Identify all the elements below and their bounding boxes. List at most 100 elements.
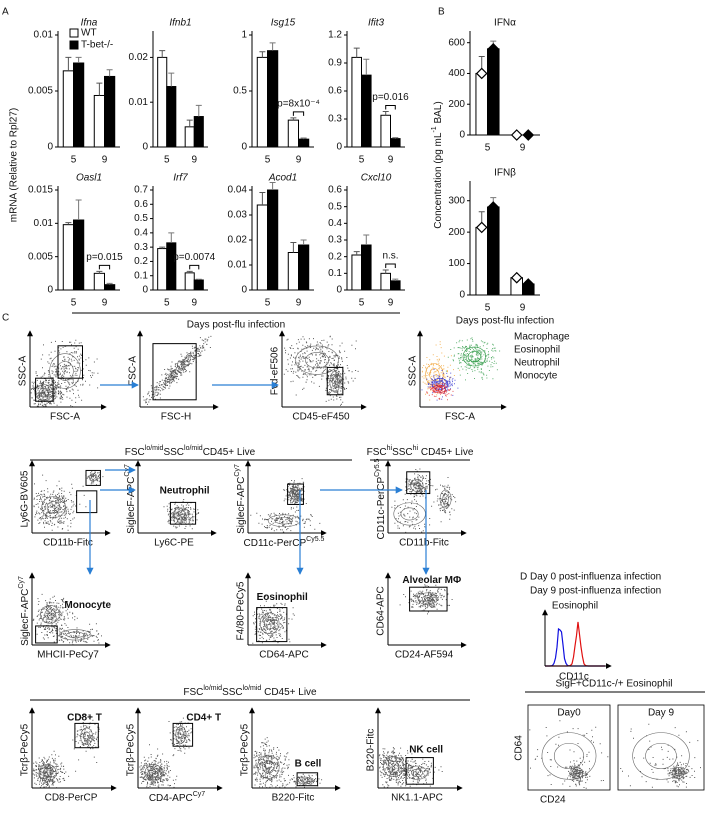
bar [380,272,391,291]
y-axis-title: Tcrβ-PeCy5 [20,723,31,776]
chart-title: Ifna [81,18,98,29]
y-axis-title: SSC-A [18,355,29,386]
bar [287,252,299,291]
y-tick-label: 0.4 [328,218,342,229]
population-label: Eosinophil [514,345,560,356]
contour [297,776,313,785]
contour [387,760,400,773]
x-axis-title: CD4-APCCy7 [149,791,205,804]
contour [573,769,581,777]
marker [522,278,535,290]
error-bar [300,137,307,140]
flow-events [72,714,100,763]
gate-label: Neutrophil [160,485,210,496]
bar [184,126,195,148]
bar [256,204,268,291]
gate [35,377,54,402]
chart-title: Ifit3 [368,18,385,29]
gate-header-part: hi [413,445,419,452]
y-tick-label: 0.01 [129,97,149,108]
population-label: Neutrophil [514,358,560,369]
chart-title: Cxcl10 [361,173,392,184]
y-tick-label: 0 [336,142,342,153]
flow-events [32,593,78,640]
panel-letter: C [2,313,9,324]
contour [38,764,57,782]
contour [406,765,428,780]
y-tick-label: 0 [142,142,148,153]
y-tick-label: 100 [448,258,465,269]
y-axis-title: CD64-APC [376,586,387,635]
error-bar [353,251,360,255]
x-tick-label: 5 [359,155,365,166]
bar [287,119,299,148]
bar [298,138,310,148]
bar [390,280,401,291]
y-tick-label: 0.6 [328,86,342,97]
marker [475,67,488,80]
y-axis-title: SiglecF-APCCy7 [18,576,31,646]
contour [172,507,190,521]
bar [93,94,105,148]
y-axis-title: Ly6G-BV605 [20,470,31,527]
y-tick-label: 0.3 [328,235,342,246]
legend-label: WT [81,28,97,39]
y-tick-label: 0.02 [228,235,248,246]
contour [291,489,298,498]
plot-title: Day 9 [648,708,675,719]
chart-title: Irf7 [173,173,188,184]
x-tick-label: 5 [485,303,491,314]
bracket [385,263,396,268]
flow-events [32,750,80,789]
x-axis-title: Ly6C-PE [154,538,194,549]
error-bar [65,222,72,225]
x-axis-title: MHCII-PeCy7 [37,650,99,661]
chart-title: Oasl1 [76,173,102,184]
gate [296,772,319,787]
bar [157,248,168,291]
y-tick-label: 300 [448,195,465,206]
gate [76,490,98,514]
flow-events [426,382,454,401]
gate [152,343,197,401]
x-axis-title: CD11c [559,672,589,683]
x-tick-label: 5 [71,298,77,309]
x-axis-title: FSC-A [445,412,475,423]
x-axis-title: CD11c-PerCPCy5.5 [244,536,325,549]
bar [104,75,116,148]
gate [326,366,344,396]
legend-label: Day 0 post-influenza infection [530,572,661,583]
error-bar [96,82,103,96]
flow-events [399,584,453,615]
y-tick-label: 1 [241,30,247,41]
contour [329,371,341,393]
error-bar [290,242,297,253]
contour [541,732,597,780]
x-tick-label: 9 [388,298,394,309]
y-axis-title: Concentration (pg mL-1 BAL) [431,101,444,228]
chart-title: IFNβ [494,168,516,179]
x-axis-title: CD8-PerCP [45,793,98,804]
gate-header: FSChiSSChi CD45+ Live [367,445,474,458]
gate [85,469,101,486]
x-axis-title: CD11b-Fitc [399,538,449,549]
y-tick-label: 0 [241,142,247,153]
bar [487,206,500,296]
y-axis-title-part: BAL) [433,101,444,126]
x-tick-label: 9 [102,155,108,166]
bar [193,279,204,291]
bar [475,72,489,136]
flow-events [287,773,323,788]
y-tick-label: 0 [142,285,148,296]
y-axis-title: mRNA (Relative to Rpl27) [9,108,20,222]
plot-title: Day0 [557,708,581,719]
error-bar [269,182,276,190]
contour [383,756,405,778]
flow-events [139,744,178,789]
bar [184,272,195,291]
bar [73,219,85,291]
x-tick-label: 9 [520,143,526,154]
contour [645,742,677,770]
x-tick-label: 5 [71,155,77,166]
x-tick-label: 5 [164,155,170,166]
